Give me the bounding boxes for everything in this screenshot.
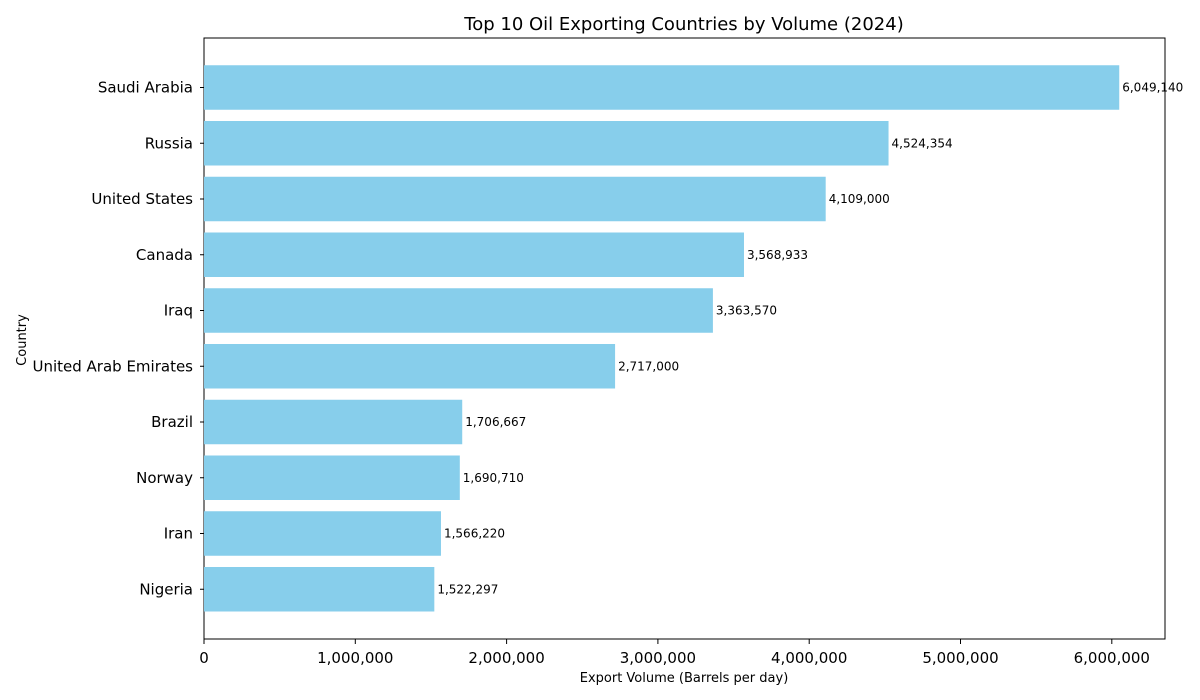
bar-nigeria xyxy=(204,567,435,612)
x-tick-label: 1,000,000 xyxy=(317,649,393,667)
category-label: Iraq xyxy=(164,302,193,320)
category-label: Iran xyxy=(164,525,193,543)
x-tick-label: 0 xyxy=(199,649,209,667)
bar-value-label: 4,109,000 xyxy=(829,192,890,206)
category-label: Nigeria xyxy=(139,580,193,598)
bar-united-arab-emirates xyxy=(204,344,616,389)
x-tick-label: 2,000,000 xyxy=(468,649,544,667)
bar-value-label: 6,049,140 xyxy=(1122,81,1183,95)
category-label: Brazil xyxy=(151,413,193,431)
x-tick-label: 5,000,000 xyxy=(922,649,998,667)
category-label: Russia xyxy=(145,134,193,152)
category-label: United Arab Emirates xyxy=(32,357,193,375)
bar-value-label: 1,566,220 xyxy=(444,527,505,541)
y-axis-label: Country xyxy=(15,314,30,366)
bar-russia xyxy=(204,121,889,166)
bar-value-label: 1,522,297 xyxy=(437,582,498,596)
x-tick-label: 4,000,000 xyxy=(771,649,847,667)
x-tick-label: 6,000,000 xyxy=(1074,649,1150,667)
bar-united-states xyxy=(204,176,826,222)
x-tick-label: 3,000,000 xyxy=(620,649,696,667)
chart-title: Top 10 Oil Exporting Countries by Volume… xyxy=(463,14,903,35)
category-label: Canada xyxy=(136,246,193,264)
bar-norway xyxy=(204,455,460,500)
category-label: United States xyxy=(91,190,193,208)
bar-value-label: 1,706,667 xyxy=(465,415,526,429)
bar-value-label: 3,568,933 xyxy=(747,248,808,262)
bar-value-label: 2,717,000 xyxy=(618,359,679,373)
bars-group: 6,049,140 4,524,354 4,109,000 3,568,933 3,36… xyxy=(204,65,1183,612)
bar-saudi-arabia xyxy=(204,65,1120,110)
category-labels: Saudi Arabia Russia United States Canada Ira… xyxy=(32,79,204,598)
x-axis-label: Export Volume (Barrels per day) xyxy=(580,671,789,686)
category-label: Saudi Arabia xyxy=(98,79,193,97)
category-label: Norway xyxy=(136,469,193,487)
plot-area xyxy=(203,37,1166,640)
bar-iran xyxy=(204,511,441,556)
bar-canada xyxy=(204,232,744,277)
bar-value-label: 4,524,354 xyxy=(892,136,953,150)
x-axis-ticks: 0 1,000,000 2,000,000 3,000,000 4,000,000 5,0… xyxy=(199,639,1150,667)
bar-value-label: 1,690,710 xyxy=(463,471,524,485)
bar-brazil xyxy=(204,399,463,445)
bar-value-label: 3,363,570 xyxy=(716,304,777,318)
bar-iraq xyxy=(204,288,713,333)
